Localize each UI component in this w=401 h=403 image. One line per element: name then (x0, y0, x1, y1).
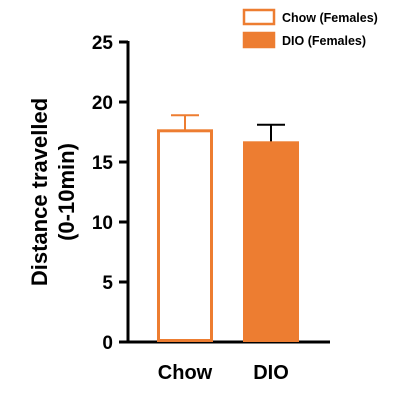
y-tick-label: 0 (102, 333, 113, 354)
x-tick-label: Chow (158, 362, 213, 384)
y-axis: 0 5 10 15 20 25 (92, 33, 130, 354)
x-axis: Chow DIO (126, 340, 330, 384)
y-tick-label: 20 (92, 93, 113, 114)
legend-entry: Chow (Females) (282, 11, 378, 25)
bars (157, 114, 299, 342)
bar (243, 141, 299, 342)
x-tick-label: DIO (253, 362, 289, 384)
legend-entry: DIO (Females) (282, 34, 366, 48)
y-tick-label: 10 (92, 213, 113, 234)
legend-swatch (242, 8, 276, 26)
y-tick-label: 5 (102, 273, 113, 294)
legend-swatch (242, 31, 276, 49)
legend: Chow (Females) DIO (Females) (242, 8, 378, 49)
y-axis-title-line1: Distance travelled (27, 98, 52, 286)
y-tick-label: 15 (92, 153, 114, 174)
y-axis-title-line2: (0-10min) (54, 143, 79, 241)
bar (157, 129, 213, 342)
y-axis-title: Distance travelled (0-10min) (27, 98, 79, 286)
y-tick-label: 25 (92, 33, 114, 54)
